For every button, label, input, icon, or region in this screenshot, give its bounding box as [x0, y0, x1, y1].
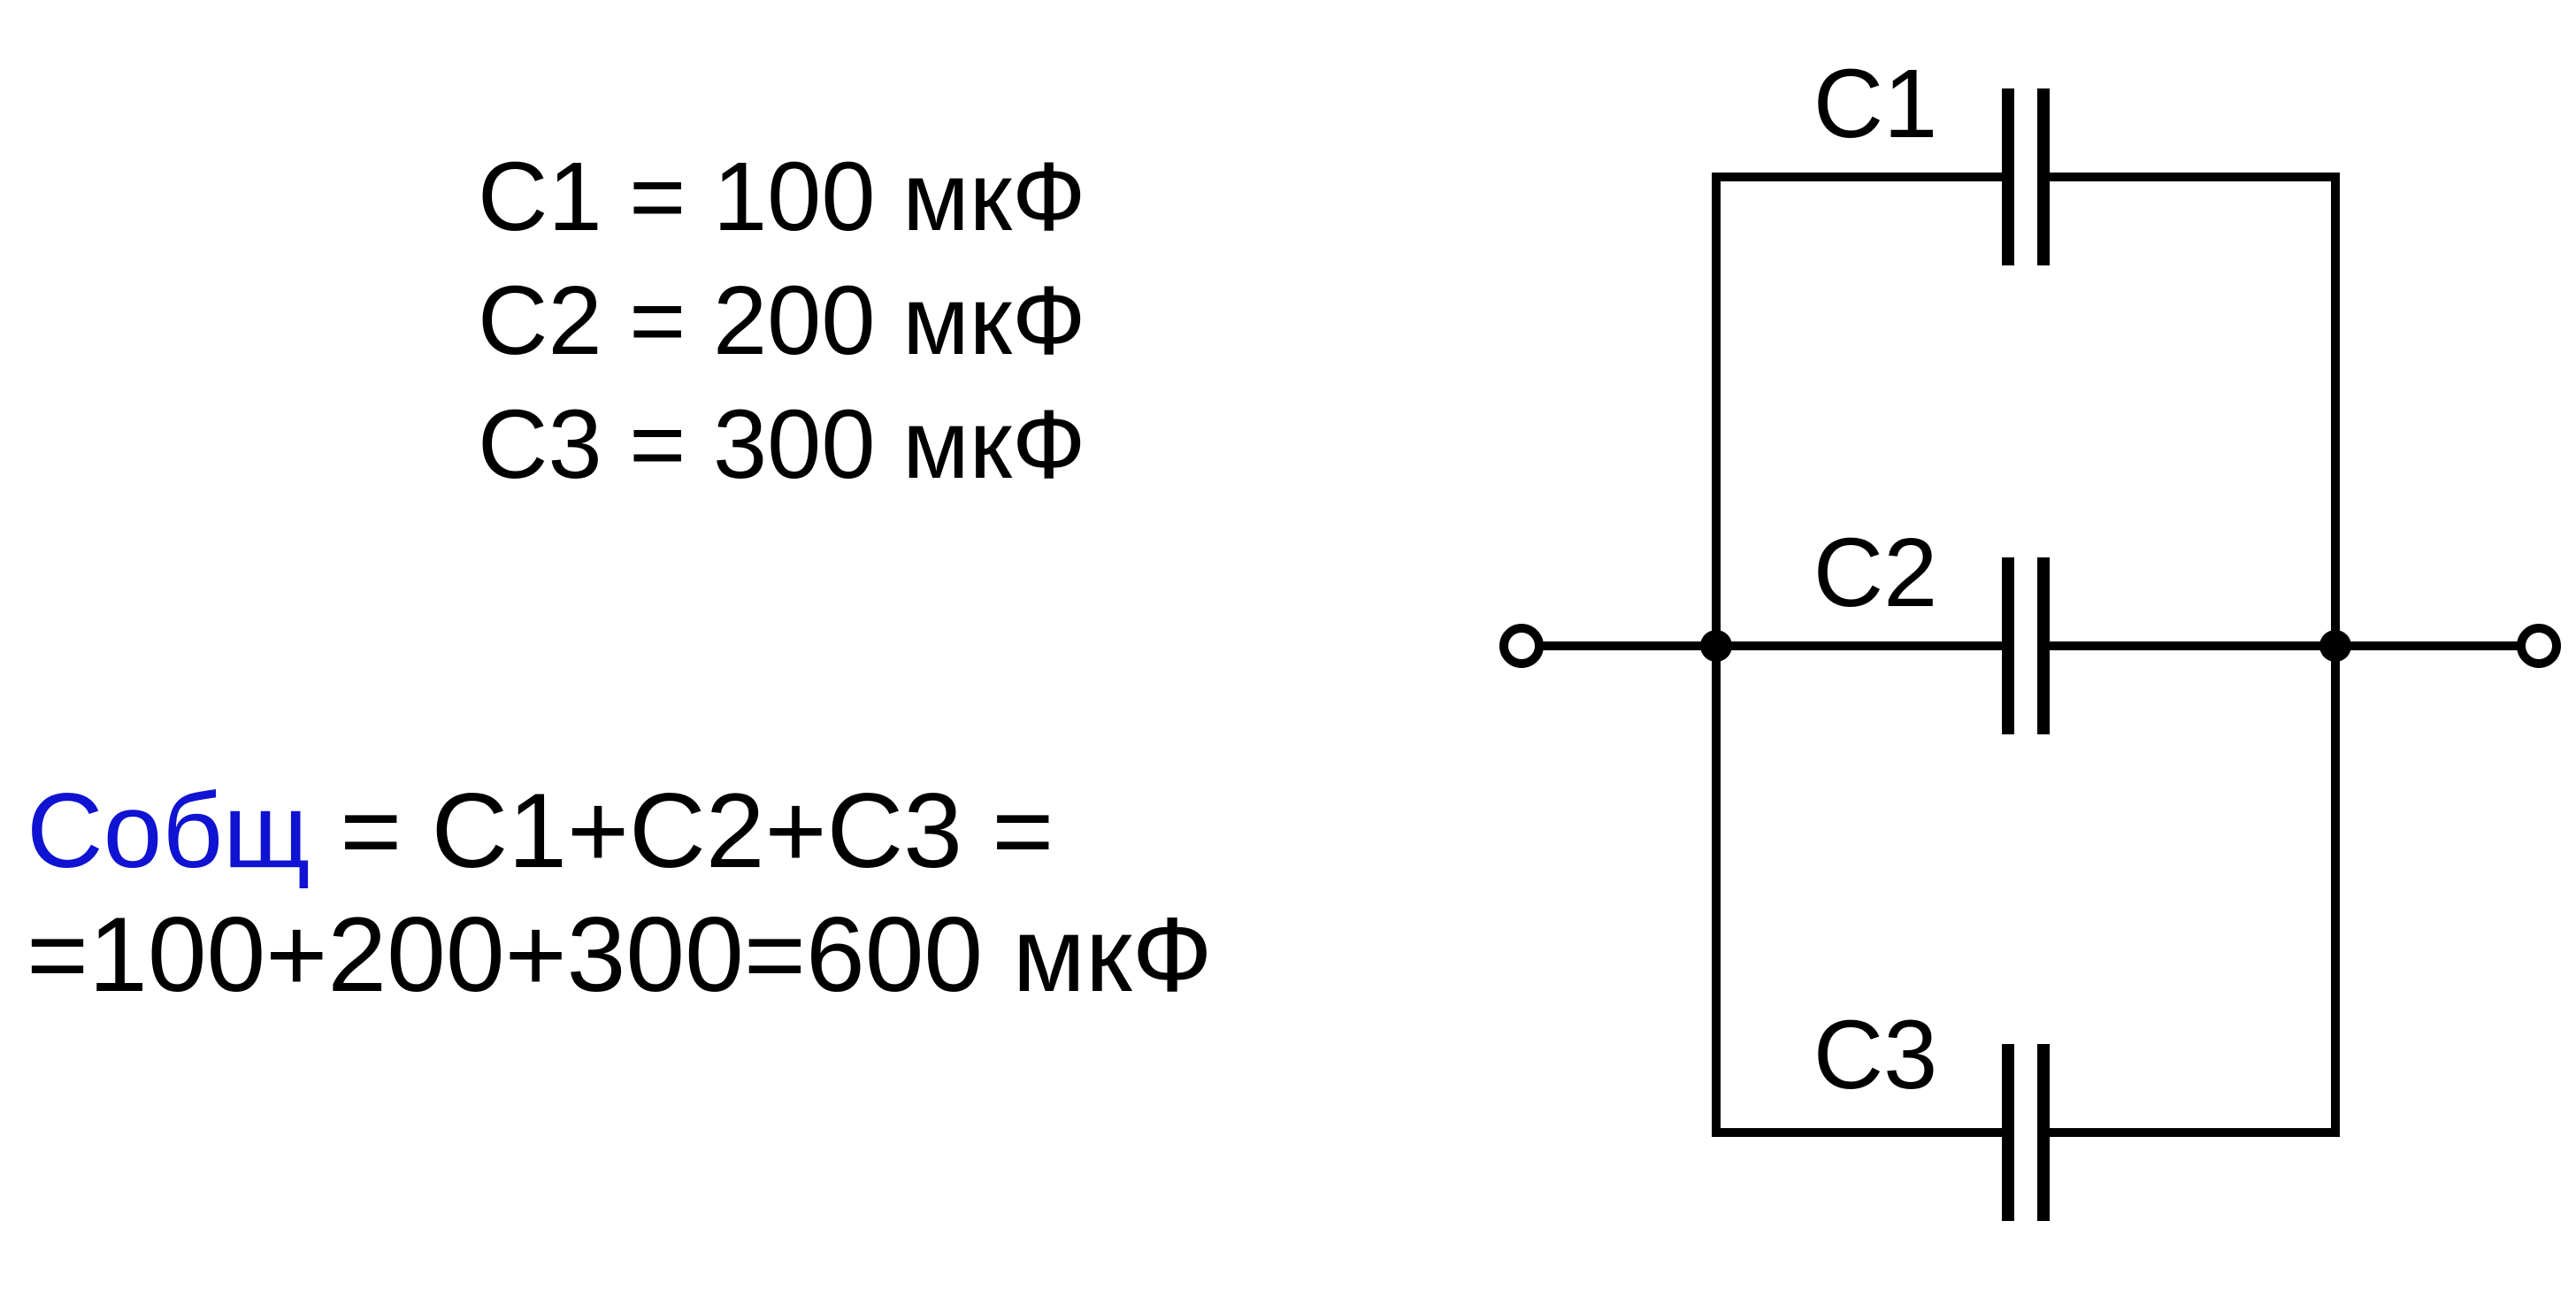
- value-c3: C3 = 300 мкФ: [478, 390, 1085, 499]
- node-left: [1700, 630, 1732, 662]
- formula-line-1-rest: = C1+C2+C3 =: [310, 772, 1054, 890]
- terminal-left: [1504, 628, 1539, 664]
- value-c1: C1 = 100 мкФ: [478, 142, 1085, 251]
- node-right: [2319, 630, 2351, 662]
- value-c2: C2 = 200 мкФ: [478, 266, 1085, 375]
- label-c1: C1: [1813, 50, 1938, 158]
- terminal-right: [2521, 628, 2557, 664]
- formula-line-2: =100+200+300=600 мкФ: [27, 895, 1213, 1014]
- formula-lhs: Cобщ: [27, 772, 310, 890]
- label-c2: C2: [1813, 518, 1938, 627]
- label-c3: C3: [1813, 1001, 1938, 1110]
- formula-line-1: Cобщ = C1+C2+C3 =: [27, 772, 1054, 890]
